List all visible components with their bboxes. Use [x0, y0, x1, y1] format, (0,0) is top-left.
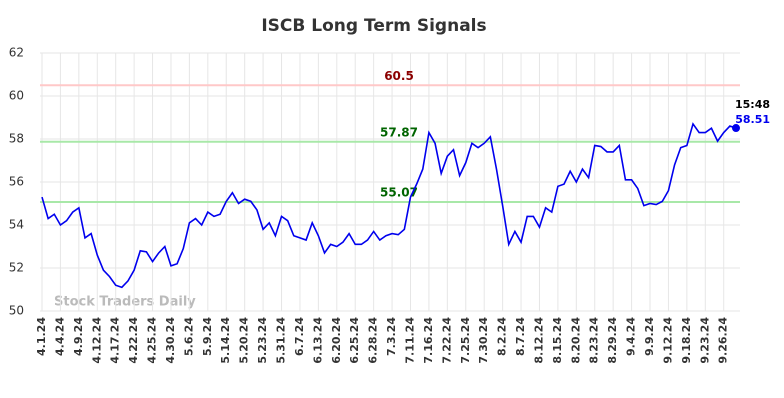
x-tick-label: 8.15.24	[551, 317, 564, 364]
x-tick-label: 9.23.24	[698, 317, 711, 364]
x-tick-label: 4.12.24	[90, 317, 103, 364]
x-tick-label: 7.22.24	[440, 317, 453, 364]
x-tick-label: 4.1.24	[35, 317, 48, 356]
y-tick-label: 52	[9, 261, 24, 275]
x-tick-label: 8.20.24	[569, 317, 582, 364]
y-tick-label: 62	[9, 46, 24, 60]
x-tick-label: 7.11.24	[403, 317, 416, 364]
y-tick-label: 50	[9, 304, 24, 318]
chart-title: ISCB Long Term Signals	[261, 16, 486, 36]
x-tick-label: 5.14.24	[219, 317, 232, 364]
x-tick-label: 6.25.24	[348, 317, 361, 364]
x-tick-label: 6.13.24	[311, 317, 324, 364]
y-tick-label: 58	[9, 132, 24, 146]
x-tick-label: 4.22.24	[127, 317, 140, 364]
x-tick-label: 5.9.24	[201, 317, 214, 356]
signal-label: 57.87	[380, 125, 418, 139]
watermark: Stock Traders Daily	[54, 295, 196, 310]
y-tick-label: 56	[9, 175, 24, 189]
x-tick-label: 7.25.24	[459, 317, 472, 364]
x-tick-label: 8.7.24	[514, 317, 527, 356]
x-tick-label: 9.9.24	[643, 317, 656, 356]
signal-label: 60.5	[384, 69, 414, 83]
x-tick-label: 5.6.24	[182, 317, 195, 356]
x-tick-label: 5.23.24	[256, 317, 269, 364]
last-point	[732, 124, 740, 133]
last-time: 15:48	[735, 98, 770, 111]
x-tick-label: 8.23.24	[588, 317, 601, 364]
price-line	[41, 122, 737, 289]
x-tick-label: 5.31.24	[275, 317, 288, 364]
x-tick-label: 6.28.24	[367, 317, 380, 364]
x-tick-label: 4.25.24	[146, 317, 159, 364]
x-tick-label: 9.4.24	[625, 317, 638, 356]
x-tick-label: 9.18.24	[680, 317, 693, 364]
x-tick-label: 9.26.24	[717, 317, 730, 364]
x-tick-label: 4.17.24	[109, 317, 122, 364]
x-tick-label: 5.20.24	[238, 317, 251, 364]
x-tick-label: 8.12.24	[532, 317, 545, 364]
signal-label: 55.07	[380, 185, 418, 199]
x-tick-label: 7.3.24	[385, 317, 398, 356]
x-tick-label: 4.9.24	[72, 317, 85, 356]
x-tick-label: 7.16.24	[422, 317, 435, 364]
y-tick-label: 54	[9, 218, 24, 232]
x-tick-label: 4.4.24	[53, 317, 66, 356]
x-tick-label: 4.30.24	[164, 317, 177, 364]
x-tick-label: 8.2.24	[496, 317, 509, 356]
x-tick-label: 7.30.24	[477, 317, 490, 364]
x-tick-label: 6.7.24	[293, 317, 306, 356]
x-tick-label: 6.20.24	[330, 317, 343, 364]
x-tick-label: 8.29.24	[606, 317, 619, 364]
last-value: 58.51	[735, 113, 770, 126]
x-tick-label: 9.12.24	[661, 317, 674, 364]
y-tick-label: 60	[9, 89, 24, 103]
